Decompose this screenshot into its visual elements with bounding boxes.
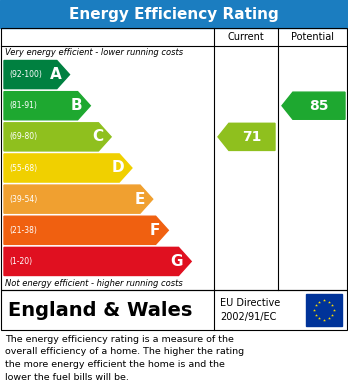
Text: Very energy efficient - lower running costs: Very energy efficient - lower running co… — [5, 48, 183, 57]
Polygon shape — [282, 92, 345, 119]
Polygon shape — [4, 248, 191, 276]
Text: (39-54): (39-54) — [9, 195, 37, 204]
Bar — [1, 28, 347, 290]
Text: Potential: Potential — [292, 32, 334, 42]
Bar — [306, 294, 342, 326]
Bar — [0, 0, 348, 28]
Text: (1-20): (1-20) — [9, 257, 32, 266]
Bar — [1, 290, 347, 330]
Text: G: G — [171, 254, 183, 269]
Text: The energy efficiency rating is a measure of the
overall efficiency of a home. T: The energy efficiency rating is a measur… — [5, 335, 244, 382]
Polygon shape — [4, 154, 132, 182]
Text: (92-100): (92-100) — [9, 70, 42, 79]
Polygon shape — [4, 91, 90, 120]
Text: B: B — [71, 98, 82, 113]
Text: F: F — [150, 223, 160, 238]
Text: (21-38): (21-38) — [9, 226, 37, 235]
Polygon shape — [4, 123, 111, 151]
Text: (69-80): (69-80) — [9, 133, 37, 142]
Text: EU Directive
2002/91/EC: EU Directive 2002/91/EC — [220, 298, 280, 322]
Text: A: A — [50, 67, 62, 82]
Text: C: C — [92, 129, 103, 144]
Polygon shape — [4, 185, 153, 213]
Text: 71: 71 — [242, 130, 262, 144]
Text: 85: 85 — [309, 99, 329, 113]
Text: Energy Efficiency Rating: Energy Efficiency Rating — [69, 7, 279, 22]
Text: (81-91): (81-91) — [9, 101, 37, 110]
Text: (55-68): (55-68) — [9, 163, 37, 172]
Text: England & Wales: England & Wales — [8, 301, 192, 319]
Text: Not energy efficient - higher running costs: Not energy efficient - higher running co… — [5, 279, 183, 288]
Text: Current: Current — [228, 32, 264, 42]
Polygon shape — [218, 123, 275, 151]
Polygon shape — [4, 216, 168, 244]
Text: E: E — [134, 192, 145, 206]
Polygon shape — [4, 61, 70, 89]
Text: D: D — [111, 160, 124, 176]
